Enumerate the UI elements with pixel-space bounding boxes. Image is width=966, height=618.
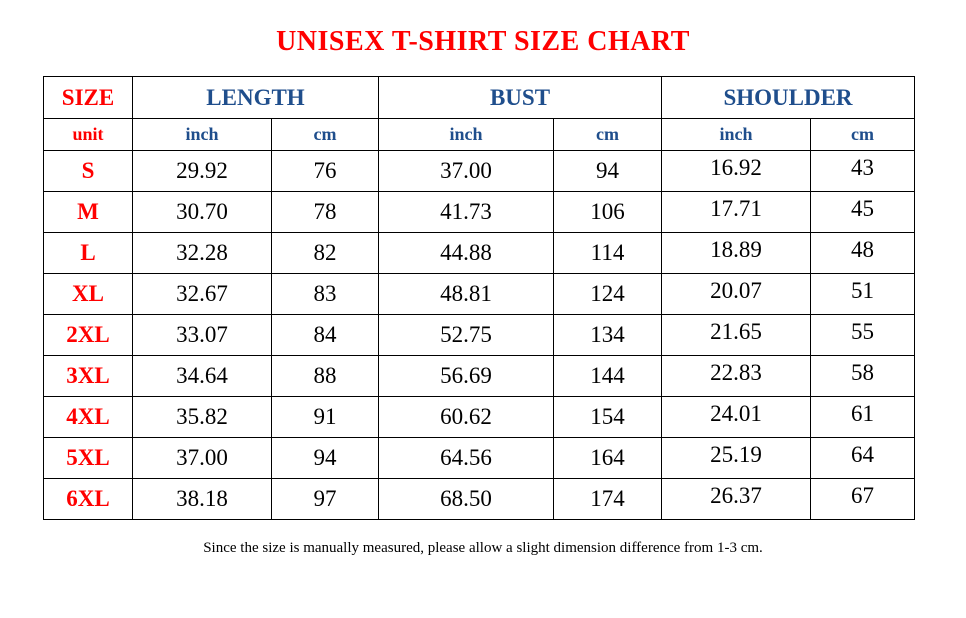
bust-inch-unit: inch bbox=[378, 118, 554, 151]
length-inch-cell: 34.64 bbox=[132, 355, 272, 397]
bust-inch-cell: 68.50 bbox=[378, 478, 554, 520]
shoulder-inch-cell: 26.37 bbox=[661, 478, 811, 520]
shoulder-inch-cell: 21.65 bbox=[661, 314, 811, 356]
length-inch-cell: 33.07 bbox=[132, 314, 272, 356]
shoulder-cm-cell: 55 bbox=[810, 314, 915, 356]
shoulder-cm-cell: 64 bbox=[810, 437, 915, 479]
length-inch-unit: inch bbox=[132, 118, 272, 151]
table-row: L 32.28 82 44.88 114 18.89 48 bbox=[43, 232, 915, 274]
length-inch-cell: 32.67 bbox=[132, 273, 272, 315]
size-cell: 3XL bbox=[43, 355, 133, 397]
length-cm-cell: 88 bbox=[271, 355, 379, 397]
bust-inch-cell: 60.62 bbox=[378, 396, 554, 438]
bust-cm-cell: 134 bbox=[553, 314, 662, 356]
shoulder-cm-cell: 51 bbox=[810, 273, 915, 315]
bust-cm-cell: 144 bbox=[553, 355, 662, 397]
table-row: 6XL 38.18 97 68.50 174 26.37 67 bbox=[43, 478, 915, 520]
bust-inch-cell: 48.81 bbox=[378, 273, 554, 315]
size-cell: L bbox=[43, 232, 133, 274]
length-inch-cell: 30.70 bbox=[132, 191, 272, 233]
bust-cm-cell: 164 bbox=[553, 437, 662, 479]
length-cm-cell: 78 bbox=[271, 191, 379, 233]
shoulder-inch-cell: 22.83 bbox=[661, 355, 811, 397]
size-header: SIZE bbox=[43, 76, 133, 119]
length-cm-cell: 83 bbox=[271, 273, 379, 315]
length-cm-cell: 82 bbox=[271, 232, 379, 274]
table-row: 2XL 33.07 84 52.75 134 21.65 55 bbox=[43, 314, 915, 356]
size-cell: 4XL bbox=[43, 396, 133, 438]
bust-inch-cell: 56.69 bbox=[378, 355, 554, 397]
table-row: XL 32.67 83 48.81 124 20.07 51 bbox=[43, 273, 915, 315]
bust-inch-cell: 52.75 bbox=[378, 314, 554, 356]
size-cell: XL bbox=[43, 273, 133, 315]
shoulder-cm-cell: 67 bbox=[810, 478, 915, 520]
length-inch-cell: 37.00 bbox=[132, 437, 272, 479]
length-cm-cell: 97 bbox=[271, 478, 379, 520]
size-cell: 6XL bbox=[43, 478, 133, 520]
shoulder-cm-cell: 43 bbox=[810, 150, 915, 192]
table-row: 5XL 37.00 94 64.56 164 25.19 64 bbox=[43, 437, 915, 479]
measurement-note: Since the size is manually measured, ple… bbox=[203, 540, 763, 556]
length-inch-cell: 35.82 bbox=[132, 396, 272, 438]
shoulder-cm-cell: 61 bbox=[810, 396, 915, 438]
table-row: 4XL 35.82 91 60.62 154 24.01 61 bbox=[43, 396, 915, 438]
bust-inch-cell: 41.73 bbox=[378, 191, 554, 233]
table-row: M 30.70 78 41.73 106 17.71 45 bbox=[43, 191, 915, 233]
length-cm-cell: 76 bbox=[271, 150, 379, 192]
length-cm-cell: 84 bbox=[271, 314, 379, 356]
table-row: S 29.92 76 37.00 94 16.92 43 bbox=[43, 150, 915, 192]
bust-inch-cell: 64.56 bbox=[378, 437, 554, 479]
table-row: 3XL 34.64 88 56.69 144 22.83 58 bbox=[43, 355, 915, 397]
size-cell: M bbox=[43, 191, 133, 233]
shoulder-inch-cell: 16.92 bbox=[661, 150, 811, 192]
page-title: UNISEX T-SHIRT SIZE CHART bbox=[276, 26, 690, 57]
length-inch-cell: 32.28 bbox=[132, 232, 272, 274]
size-cell: S bbox=[43, 150, 133, 192]
size-cell: 2XL bbox=[43, 314, 133, 356]
length-header: LENGTH bbox=[132, 76, 379, 119]
shoulder-inch-cell: 24.01 bbox=[661, 396, 811, 438]
unit-label: unit bbox=[43, 118, 133, 151]
unit-row: unit inch cm inch cm inch cm bbox=[43, 118, 915, 151]
bust-cm-cell: 174 bbox=[553, 478, 662, 520]
size-cell: 5XL bbox=[43, 437, 133, 479]
bust-cm-cell: 114 bbox=[553, 232, 662, 274]
length-cm-unit: cm bbox=[271, 118, 379, 151]
shoulder-inch-cell: 20.07 bbox=[661, 273, 811, 315]
header-row: SIZE LENGTH BUST SHOULDER bbox=[43, 76, 915, 119]
shoulder-inch-cell: 18.89 bbox=[661, 232, 811, 274]
shoulder-inch-cell: 17.71 bbox=[661, 191, 811, 233]
bust-cm-cell: 94 bbox=[553, 150, 662, 192]
shoulder-cm-unit: cm bbox=[810, 118, 915, 151]
shoulder-cm-cell: 58 bbox=[810, 355, 915, 397]
bust-cm-unit: cm bbox=[553, 118, 662, 151]
bust-cm-cell: 154 bbox=[553, 396, 662, 438]
size-chart-table: SIZE LENGTH BUST SHOULDER unit inch cm i… bbox=[43, 76, 915, 520]
length-cm-cell: 91 bbox=[271, 396, 379, 438]
shoulder-inch-unit: inch bbox=[661, 118, 811, 151]
length-cm-cell: 94 bbox=[271, 437, 379, 479]
bust-cm-cell: 124 bbox=[553, 273, 662, 315]
length-inch-cell: 38.18 bbox=[132, 478, 272, 520]
bust-cm-cell: 106 bbox=[553, 191, 662, 233]
shoulder-header: SHOULDER bbox=[661, 76, 915, 119]
shoulder-cm-cell: 48 bbox=[810, 232, 915, 274]
bust-inch-cell: 44.88 bbox=[378, 232, 554, 274]
bust-header: BUST bbox=[378, 76, 662, 119]
bust-inch-cell: 37.00 bbox=[378, 150, 554, 192]
shoulder-cm-cell: 45 bbox=[810, 191, 915, 233]
length-inch-cell: 29.92 bbox=[132, 150, 272, 192]
shoulder-inch-cell: 25.19 bbox=[661, 437, 811, 479]
